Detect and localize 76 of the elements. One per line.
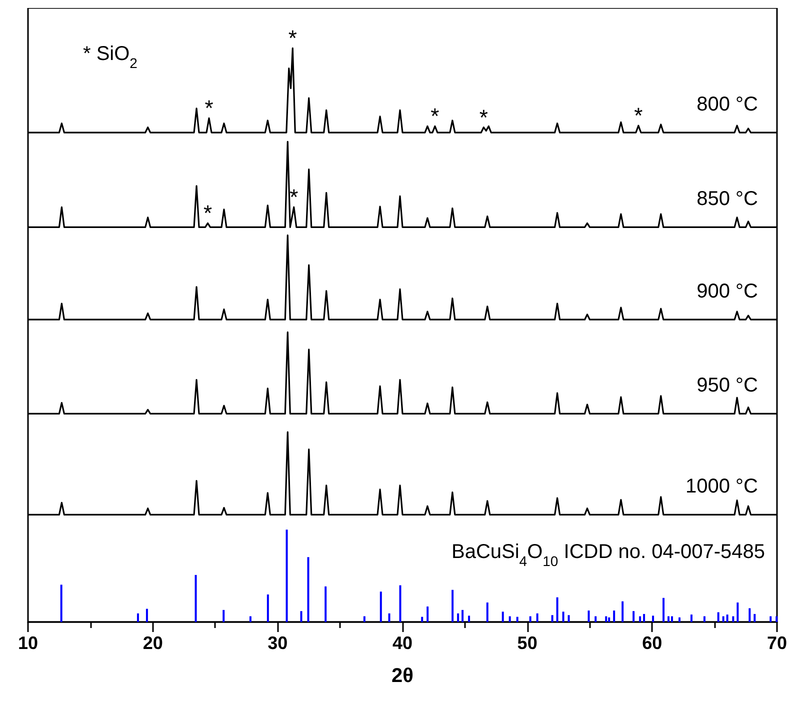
bar	[605, 616, 608, 622]
bar	[556, 597, 558, 622]
bar	[363, 616, 366, 622]
bar	[426, 606, 429, 622]
x-tick-label: 50	[517, 633, 538, 653]
bar	[194, 574, 197, 622]
x-tick-label: 70	[766, 633, 788, 653]
bar	[468, 616, 470, 622]
bar	[300, 611, 302, 622]
bar	[588, 610, 590, 622]
bar	[516, 616, 518, 622]
series-label: 850 °C	[696, 188, 758, 210]
x-tick-label: 10	[18, 633, 38, 653]
bar	[324, 586, 327, 622]
bar	[508, 616, 511, 622]
bar	[136, 613, 139, 622]
bar	[502, 612, 504, 622]
bar	[678, 617, 680, 622]
annotation: *	[290, 184, 299, 210]
x-tick-label: 30	[268, 633, 288, 653]
x-tick-label: 40	[392, 633, 413, 653]
bar	[613, 610, 616, 622]
annotation: *	[204, 96, 214, 121]
series-label: 800 °C	[696, 94, 758, 116]
bar	[421, 616, 424, 622]
bar	[594, 616, 597, 622]
bar	[307, 557, 310, 622]
bar	[266, 594, 269, 622]
bar	[60, 584, 62, 622]
bar	[608, 617, 610, 622]
series-label: 1000 °C	[685, 476, 758, 498]
bar	[668, 616, 670, 622]
annotation: *	[203, 200, 212, 226]
bar	[399, 585, 402, 622]
bar	[726, 614, 728, 622]
bar	[690, 614, 692, 622]
bar	[748, 608, 751, 622]
bar	[536, 613, 538, 622]
annotation: *	[634, 103, 644, 128]
bar	[732, 616, 734, 622]
bar	[770, 616, 772, 622]
bar	[703, 616, 706, 622]
bar	[652, 616, 654, 622]
bar	[568, 615, 570, 622]
x-tick-label: 60	[642, 633, 662, 653]
annotation: *	[479, 104, 488, 130]
bar	[643, 614, 646, 622]
bar	[146, 608, 148, 622]
x-tick-label: 20	[142, 633, 163, 653]
bar	[562, 612, 564, 622]
bar	[486, 602, 488, 622]
bar	[754, 614, 756, 622]
bar	[452, 590, 454, 622]
bar	[639, 616, 642, 622]
bar	[662, 598, 665, 622]
bar	[551, 615, 554, 622]
bar	[717, 612, 720, 622]
bar	[776, 616, 778, 622]
bar	[736, 602, 739, 622]
bar	[671, 616, 674, 622]
bar	[380, 592, 382, 622]
bar	[249, 616, 252, 622]
bar	[722, 616, 724, 622]
bar	[457, 613, 460, 622]
annotation: *	[288, 26, 298, 51]
bar	[632, 611, 635, 622]
bar	[529, 616, 532, 622]
series-label: 900 °C	[696, 280, 758, 303]
bar	[388, 613, 390, 622]
annotation: *	[430, 104, 440, 129]
bar	[222, 610, 225, 622]
bar	[286, 530, 288, 622]
bar	[462, 610, 464, 622]
bar	[622, 601, 624, 622]
x-axis-title: 2θ	[392, 665, 414, 687]
series-label: 950 °C	[696, 374, 758, 397]
